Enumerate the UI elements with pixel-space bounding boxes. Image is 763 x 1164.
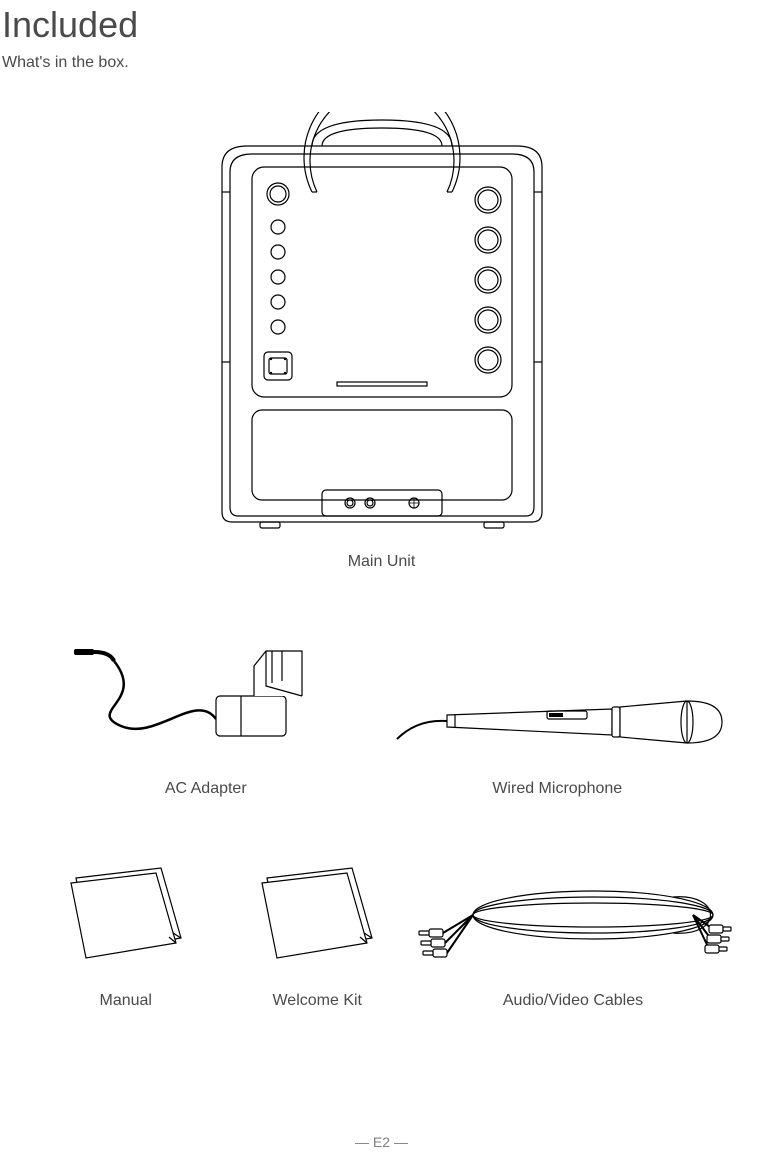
welcome-kit-label: Welcome Kit [222, 992, 414, 1010]
microphone-icon [387, 671, 727, 751]
page-footer: — E2 — [0, 1134, 763, 1150]
microphone-item: Wired Microphone [382, 671, 734, 798]
accessories-row-2: Manual Welcome Kit [0, 863, 763, 1010]
cables-item: Audio/Video Cables [413, 873, 733, 1010]
manual-icon [51, 863, 201, 963]
manual-item: Manual [30, 863, 222, 1010]
ac-adapter-item: AC Adapter [30, 641, 382, 798]
welcome-kit-item: Welcome Kit [222, 863, 414, 1010]
accessories-row-1: AC Adapter Wired Microphone [0, 641, 763, 798]
cables-label: Audio/Video Cables [413, 992, 733, 1010]
page-title: Included [0, 4, 763, 46]
ac-adapter-icon [66, 641, 346, 751]
page-subtitle: What's in the box. [0, 54, 763, 72]
manual-label: Manual [30, 992, 222, 1010]
main-unit-label: Main Unit [0, 553, 763, 571]
microphone-label: Wired Microphone [382, 780, 734, 798]
main-unit-section: Main Unit [0, 112, 763, 571]
cables-icon [413, 873, 733, 963]
ac-adapter-label: AC Adapter [30, 780, 382, 798]
main-unit-icon [182, 112, 582, 532]
welcome-kit-icon [242, 863, 392, 963]
